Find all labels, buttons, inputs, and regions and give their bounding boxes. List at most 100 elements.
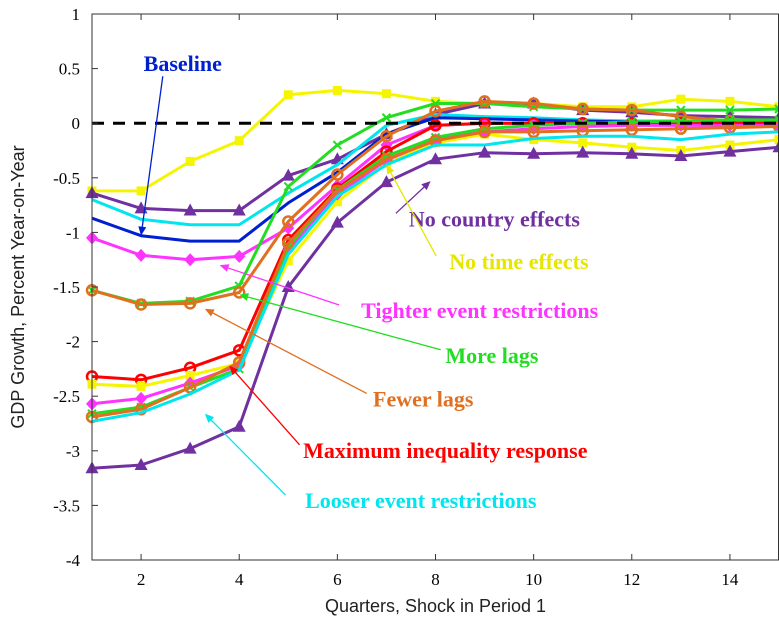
annotation-label: No time effects — [449, 249, 589, 274]
data-point — [429, 119, 442, 132]
data-point — [674, 148, 688, 161]
y-tick-label: -2 — [66, 333, 80, 352]
y-tick-label: -4 — [66, 551, 81, 570]
x-tick-label: 12 — [623, 570, 640, 589]
annotation-layer: Baseline No country effects No time effect… — [138, 51, 599, 513]
x-axis: 2 4 6 8 10 12 14 — [137, 14, 739, 589]
annotation-more-lags: More lags — [239, 293, 539, 368]
data-point — [576, 102, 589, 116]
data-point — [233, 249, 246, 263]
y-tick-label: -1 — [66, 223, 80, 242]
series-line — [91, 123, 779, 406]
x-tick-label: 6 — [333, 570, 342, 589]
data-point — [134, 457, 148, 470]
annotation-arrow — [388, 169, 437, 257]
data-point — [183, 297, 197, 310]
y-axis-label: GDP Growth, Percent Year-on-Year — [8, 145, 28, 428]
data-point — [527, 125, 540, 139]
annotation-arrow — [395, 184, 427, 214]
x-tick-label: 2 — [137, 570, 146, 589]
data-point — [772, 140, 779, 153]
y-tick-label: -0.5 — [53, 169, 80, 188]
data-point — [283, 256, 293, 266]
data-point — [184, 253, 197, 267]
series-line — [91, 130, 779, 423]
data-point — [135, 248, 148, 262]
y-axis: 1 0.5 0 -0.5 -1 -1.5 -2 -2.5 -3 -3.5 -4 — [53, 5, 98, 570]
data-point — [625, 123, 639, 137]
x-tick-label: 10 — [525, 570, 542, 589]
data-point — [725, 105, 735, 115]
annotation-arrow — [208, 417, 286, 496]
data-point — [576, 145, 590, 158]
y-tick-label: 0 — [72, 114, 81, 133]
data-point — [380, 130, 393, 143]
annotation-arrowhead — [386, 164, 395, 175]
annotation-label: Maximum inequality response — [303, 438, 588, 463]
data-point — [282, 215, 295, 228]
data-point — [282, 237, 295, 250]
data-point — [331, 168, 344, 181]
annotation-tighter-event-restrictions: Tighter event restrictions — [219, 264, 599, 323]
annotation-looser-event-restrictions: Looser event restrictions — [204, 413, 537, 513]
annotation-arrowhead — [138, 226, 147, 236]
y-tick-label: 1 — [72, 5, 81, 24]
data-point — [330, 215, 344, 228]
data-point — [232, 286, 246, 299]
data-point — [136, 381, 146, 391]
data-point — [431, 96, 440, 106]
data-point — [332, 197, 342, 207]
annotation-label: Tighter event restrictions — [361, 298, 599, 323]
data-point — [234, 136, 244, 146]
annotation-baseline: Baseline — [138, 51, 222, 236]
annotation-arrow — [209, 311, 368, 395]
data-point — [185, 156, 195, 166]
annotation-arrowhead — [421, 181, 431, 191]
x-axis-label: Quarters, Shock in Period 1 — [325, 596, 546, 616]
data-point — [676, 94, 686, 104]
data-point — [625, 146, 639, 159]
x-tick-label: 14 — [721, 570, 739, 589]
plot-frame — [91, 13, 779, 561]
data-point — [429, 152, 442, 165]
series-line — [91, 125, 779, 419]
data-point — [725, 96, 735, 106]
annotation-label: Fewer lags — [373, 386, 474, 411]
annotation-arrowhead — [204, 413, 215, 423]
data-point — [232, 203, 246, 216]
annotation-no-country-effects: No country effects — [395, 181, 580, 231]
data-point — [283, 181, 293, 192]
data-point — [578, 138, 588, 148]
y-tick-label: -1.5 — [53, 278, 80, 297]
annotation-arrowhead — [239, 293, 249, 301]
annotation-label: No country effects — [409, 206, 580, 231]
y-tick-label: -2.5 — [53, 387, 80, 406]
data-point — [478, 95, 491, 108]
data-point — [331, 187, 344, 201]
annotation-arrow — [141, 76, 164, 230]
data-point — [381, 113, 392, 123]
series-line — [91, 99, 779, 306]
data-point — [723, 144, 737, 157]
annotation-maximum-inequality-response: Maximum inequality response — [229, 365, 588, 463]
data-point — [774, 104, 779, 114]
annotation-label: Looser event restrictions — [305, 488, 537, 513]
y-tick-label: 0.5 — [59, 60, 80, 79]
data-point — [527, 97, 540, 110]
annotation-no-time-effects: No time effects — [386, 164, 589, 274]
data-point — [478, 125, 491, 139]
data-point — [183, 203, 197, 216]
data-point — [183, 441, 197, 454]
annotation-arrowhead — [204, 308, 215, 317]
data-point — [429, 104, 442, 118]
x-tick-label: 8 — [431, 570, 440, 589]
annotation-arrow — [225, 266, 340, 306]
data-point — [478, 145, 492, 158]
data-point — [281, 168, 295, 181]
data-point — [185, 370, 195, 380]
data-point — [381, 89, 391, 99]
data-point — [283, 90, 293, 100]
data-point — [379, 175, 393, 188]
data-point — [136, 186, 146, 196]
